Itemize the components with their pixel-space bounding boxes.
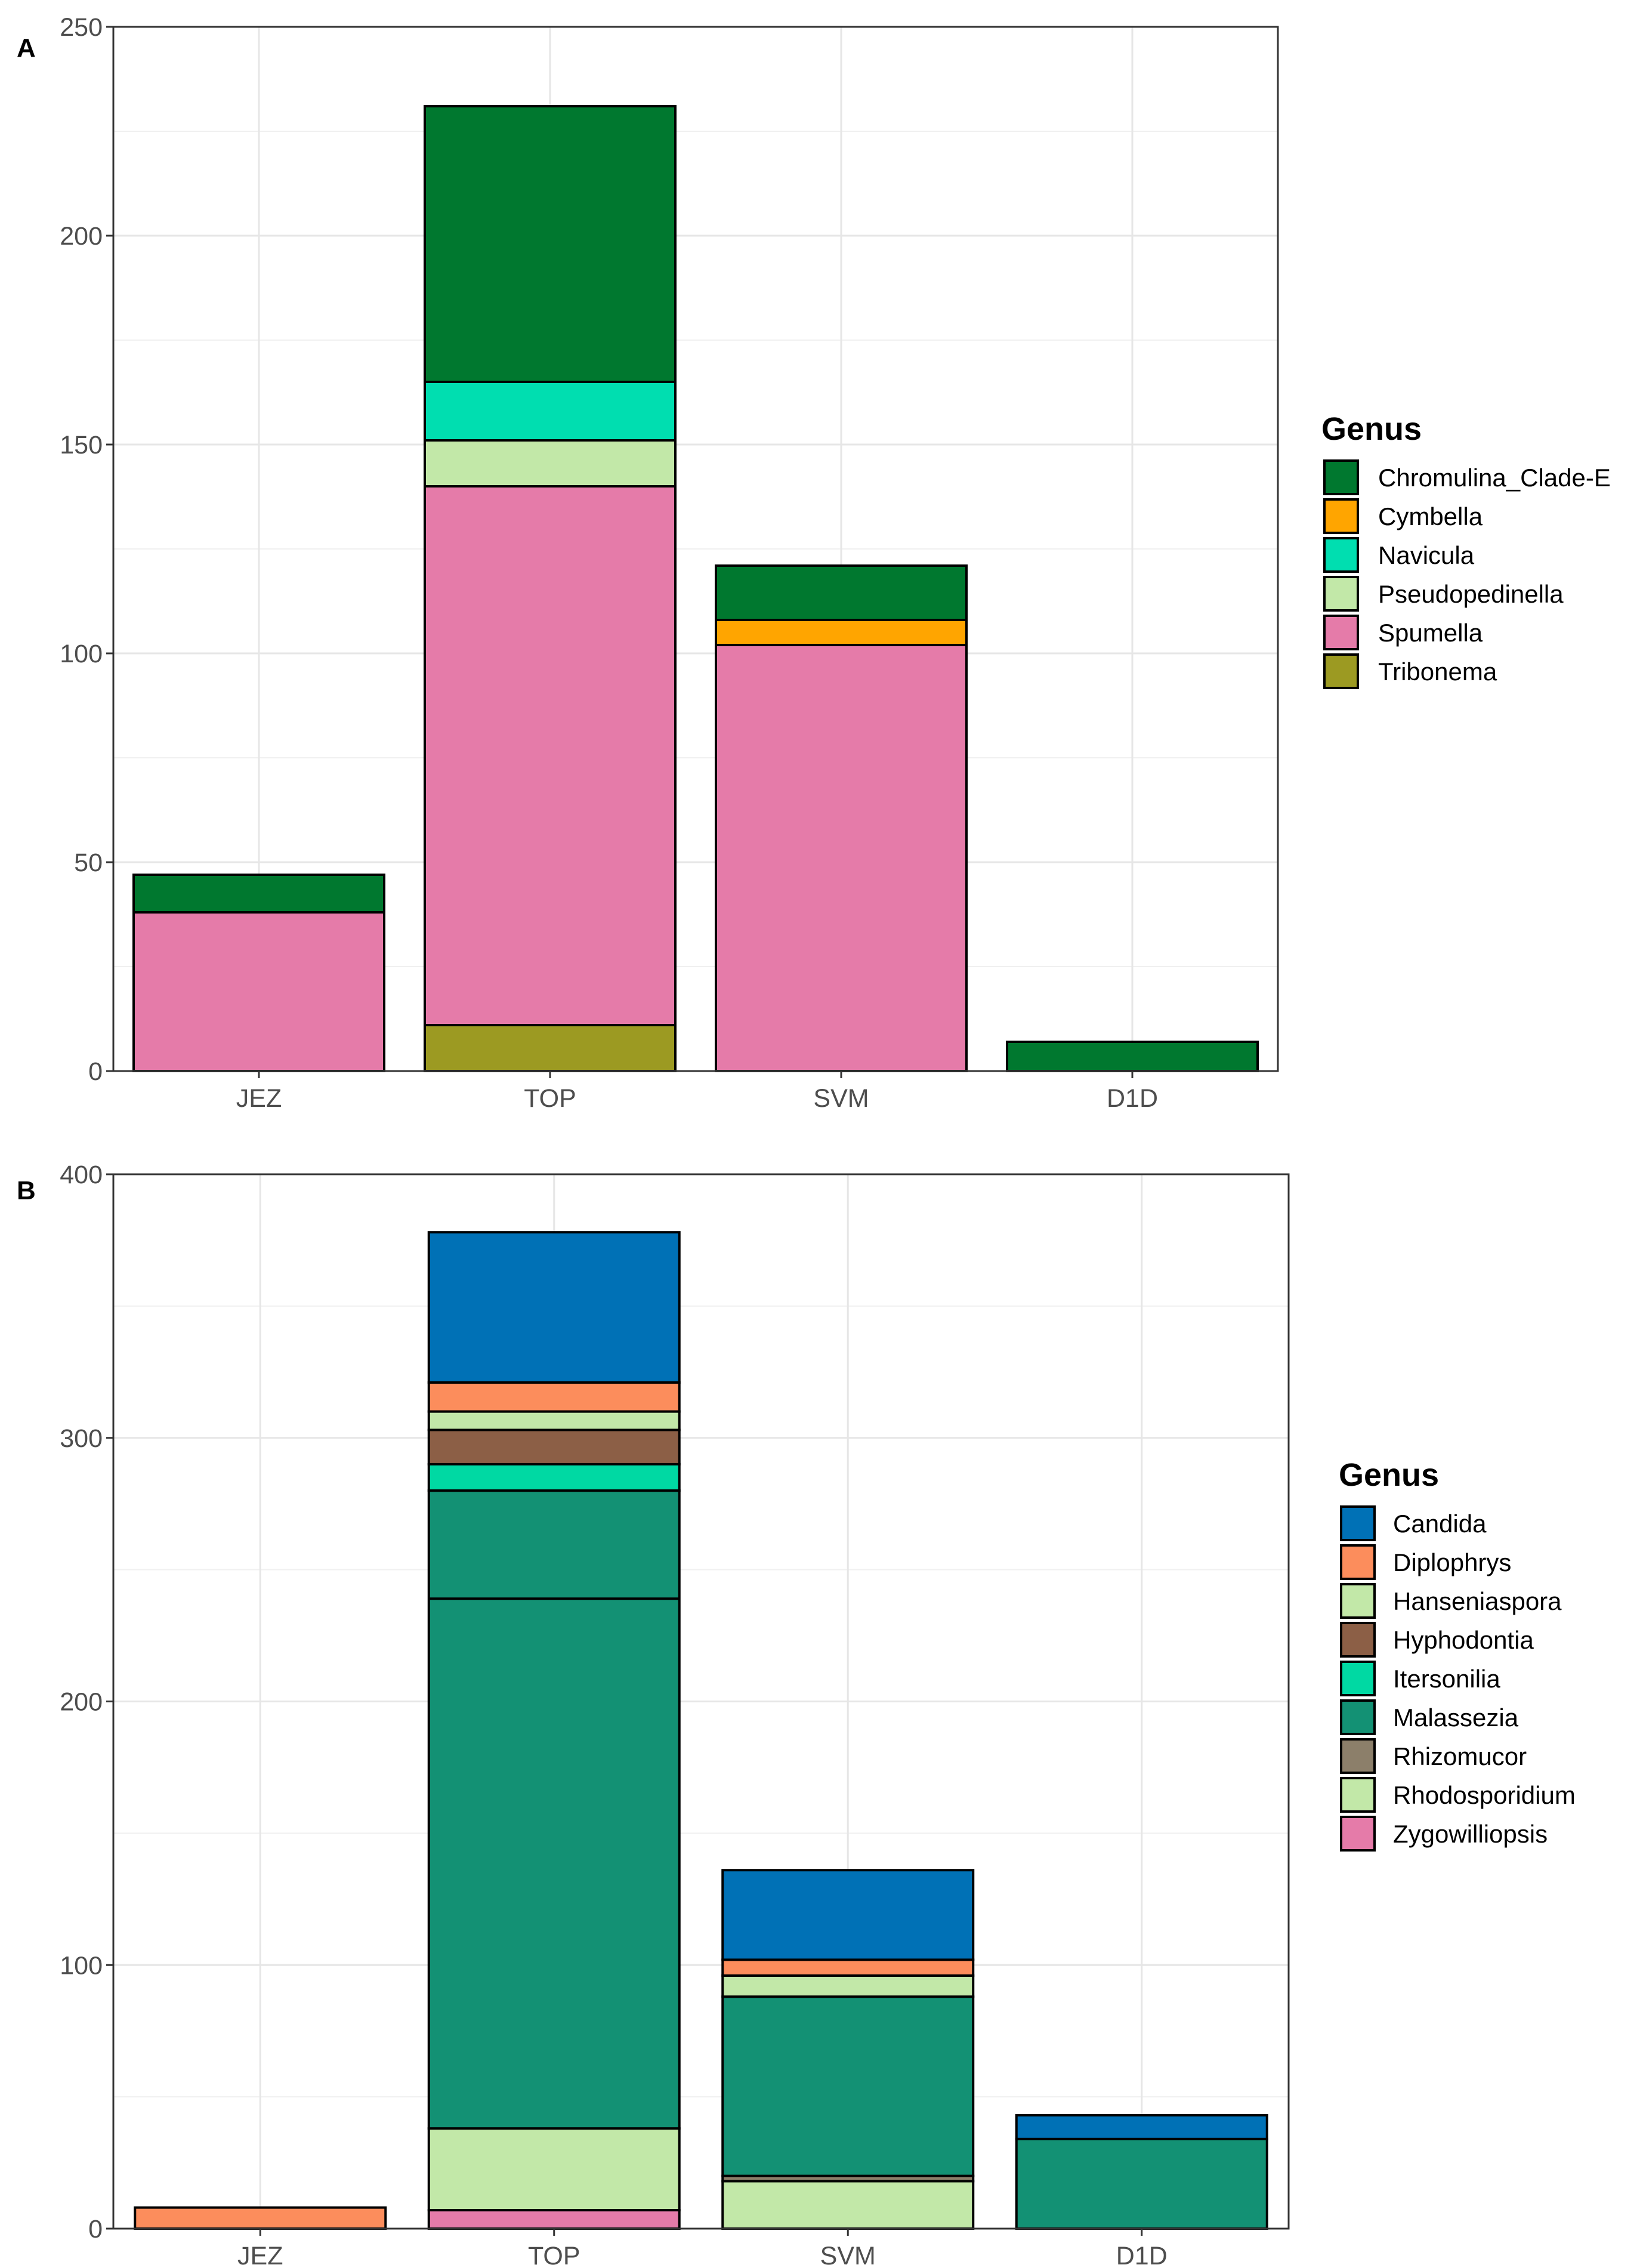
bar-jez-chromulina-clade-e: [132, 874, 385, 914]
bar-svm-hanseniaspora: [721, 1974, 975, 1998]
y-tick-label: 400: [60, 1161, 103, 1189]
bar-svm-rhodosporidium: [721, 2180, 975, 2230]
bar-top-tribonema: [424, 1024, 677, 1072]
bar-svm-cymbella: [715, 619, 968, 646]
x-tick-label: SVM: [820, 2242, 876, 2268]
legend-key-chromulina-clade-e: [1323, 459, 1359, 495]
bar-jez-spumella: [132, 911, 385, 1072]
x-tick-label: SVM: [813, 1084, 869, 1113]
legend-label-zygowilliopsis: Zygowilliopsis: [1393, 1820, 1548, 1848]
bar-top-chromulina-clade-e: [424, 105, 677, 383]
bar-top-hyphodontia: [427, 1428, 681, 1465]
legend-key-rhodosporidium: [1340, 1777, 1376, 1813]
legend-label-tribonema: Tribonema: [1378, 658, 1497, 686]
legend-key-rhizomucor: [1340, 1738, 1376, 1774]
bar-d1d-candida: [1015, 2114, 1268, 2140]
legend-label-cymbella: Cymbella: [1378, 502, 1483, 530]
legend-key-tribonema: [1323, 653, 1359, 689]
legend-key-hyphodontia: [1340, 1622, 1376, 1658]
x-tick-label: JEZ: [236, 1084, 282, 1113]
bar-jez-diplophrys: [134, 2206, 387, 2230]
bar-top-itersonilia: [427, 1462, 681, 1492]
y-tick-label: 50: [74, 848, 103, 877]
y-tick-label: 100: [60, 640, 103, 668]
legend-title: Genus: [1321, 411, 1422, 447]
legend-key-zygowilliopsis: [1340, 1816, 1376, 1852]
bar-svm-chromulina-clade-e: [715, 564, 968, 621]
bar-top-malassezia: [427, 1489, 681, 2130]
y-tick-label: 300: [60, 1424, 103, 1453]
bar-top-rhodosporidium: [427, 2127, 681, 2212]
legend-key-hanseniaspora: [1340, 1583, 1376, 1619]
bar-top-navicula: [424, 381, 677, 442]
y-tick-label: 150: [60, 431, 103, 459]
y-tick-label: 100: [60, 1951, 103, 1980]
legend-label-diplophrys: Diplophrys: [1393, 1548, 1511, 1576]
y-tick-label: 200: [60, 1688, 103, 1717]
bar-d1d-chromulina-clade-e: [1006, 1041, 1259, 1072]
y-tick-label: 0: [88, 2215, 103, 2244]
panel-label: B: [17, 1176, 36, 1205]
y-tick-label: 200: [60, 222, 103, 251]
x-tick-label: JEZ: [237, 2242, 283, 2268]
panel-b: B 0 100 200 300 400 JEZ TOP SVM D1D Genus Candida Di…: [17, 1161, 1576, 2268]
legend-label-hanseniaspora: Hanseniaspora: [1393, 1587, 1562, 1615]
y-tick-label: 250: [60, 13, 103, 42]
legend-key-candida: [1340, 1505, 1376, 1541]
x-tick-label: D1D: [1107, 1084, 1158, 1113]
legend: Genus Chromulina_Clade-E Cymbella Navicula P…: [1321, 411, 1611, 689]
bar-top-pseudopedinella: [424, 439, 677, 487]
legend-title: Genus: [1339, 1457, 1439, 1493]
legend-key-pseudopedinella: [1323, 576, 1359, 612]
panel-a: A 0 50 100 150 200 250 JEZ TOP SVM D1D Genus Chromul…: [17, 13, 1611, 1113]
legend-key-navicula: [1323, 537, 1359, 573]
legend: Genus Candida Diplophrys Hanseniaspora Hypho…: [1339, 1457, 1576, 1852]
legend-label-hyphodontia: Hyphodontia: [1393, 1626, 1534, 1654]
legend-label-itersonilia: Itersonilia: [1393, 1665, 1500, 1693]
bar-top-spumella: [424, 485, 677, 1026]
bar-svm-spumella: [715, 644, 968, 1072]
legend-key-itersonilia: [1340, 1661, 1376, 1696]
legend-label-candida: Candida: [1393, 1510, 1487, 1538]
bar-top-candida: [427, 1231, 681, 1384]
y-tick-label: 0: [88, 1057, 103, 1086]
bar-svm-malassezia: [721, 1995, 975, 2177]
legend-label-pseudopedinella: Pseudopedinella: [1378, 580, 1564, 608]
legend-key-cymbella: [1323, 498, 1359, 534]
bar-top-zygowilliopsis: [427, 2209, 681, 2230]
legend-key-malassezia: [1340, 1699, 1376, 1735]
legend-key-spumella: [1323, 615, 1359, 650]
bar-d1d-malassezia: [1015, 2137, 1268, 2230]
x-tick-label: D1D: [1116, 2242, 1168, 2268]
legend-label-rhizomucor: Rhizomucor: [1393, 1742, 1527, 1770]
legend-label-navicula: Navicula: [1378, 541, 1475, 569]
legend-label-rhodosporidium: Rhodosporidium: [1393, 1781, 1576, 1809]
bar-svm-candida: [721, 1869, 975, 1961]
legend-label-spumella: Spumella: [1378, 619, 1483, 647]
bar-svm-diplophrys: [721, 1958, 975, 1977]
bar-top-hanseniaspora: [427, 1410, 681, 1431]
panel-label: A: [17, 33, 36, 63]
plot-border: [112, 26, 1279, 1072]
legend-key-diplophrys: [1340, 1544, 1376, 1580]
bar-top-diplophrys: [427, 1381, 681, 1413]
legend-label-malassezia: Malassezia: [1393, 1704, 1519, 1732]
x-tick-label: TOP: [524, 1084, 576, 1113]
x-tick-label: TOP: [528, 2242, 580, 2268]
legend-label-chromulina-clade-e: Chromulina_Clade-E: [1378, 464, 1611, 492]
